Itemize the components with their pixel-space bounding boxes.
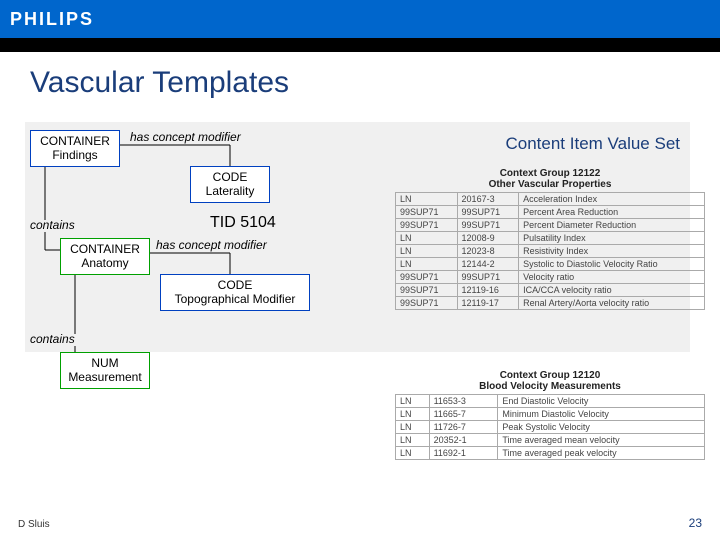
table-row: LN20167-3Acceleration Index (396, 193, 705, 206)
footer-page-number: 23 (689, 516, 702, 530)
table2: LN11653-3End Diastolic VelocityLN11665-7… (395, 394, 705, 460)
diagram-box-topo: CODETopographical Modifier (160, 274, 310, 311)
table-row: 99SUP7112119-17Renal Artery/Aorta veloci… (396, 297, 705, 310)
diagram-box-findings: CONTAINERFindings (30, 130, 120, 167)
table-row: 99SUP7199SUP71Percent Area Reduction (396, 206, 705, 219)
table2-title: Context Group 12120Blood Velocity Measur… (395, 370, 705, 392)
table-row: LN12008-9Pulsatility Index (396, 232, 705, 245)
table1: LN20167-3Acceleration Index99SUP7199SUP7… (395, 192, 705, 310)
table-row: LN11692-1Time averaged peak velocity (396, 447, 705, 460)
diagram-box-num: NUMMeasurement (60, 352, 150, 389)
diagram-label-hcm1: has concept modifier (130, 130, 241, 144)
diagram-box-anatomy: CONTAINERAnatomy (60, 238, 150, 275)
context-group-table-1: Context Group 12122Other Vascular Proper… (395, 168, 705, 310)
table-row: 99SUP7199SUP71Velocity ratio (396, 271, 705, 284)
table-row: LN11726-7Peak Systolic Velocity (396, 421, 705, 434)
diagram-label-contains1: contains (30, 218, 75, 232)
header-divider (0, 38, 720, 52)
diagram-area: CONTAINERFindings CODELaterality CONTAINER… (30, 120, 430, 460)
diagram-label-hcm2: has concept modifier (156, 238, 267, 252)
table1-title: Context Group 12122Other Vascular Proper… (395, 168, 705, 190)
page-title: Vascular Templates (0, 52, 720, 100)
header-bar: PHILIPS (0, 0, 720, 38)
footer-author: D Sluis (18, 519, 50, 530)
context-group-table-2: Context Group 12120Blood Velocity Measur… (395, 370, 705, 460)
table-row: LN11653-3End Diastolic Velocity (396, 395, 705, 408)
table-row: 99SUP7199SUP71Percent Diameter Reduction (396, 219, 705, 232)
diagram-label-tid: TID 5104 (210, 214, 276, 232)
diagram-label-contains2: contains (30, 332, 75, 346)
table-row: 99SUP7112119-16ICA/CCA velocity ratio (396, 284, 705, 297)
philips-logo: PHILIPS (10, 9, 94, 30)
table-row: LN12023-8Resistivity Index (396, 245, 705, 258)
table-row: LN11665-7Minimum Diastolic Velocity (396, 408, 705, 421)
table-row: LN20352-1Time averaged mean velocity (396, 434, 705, 447)
table-row: LN12144-2Systolic to Diastolic Velocity … (396, 258, 705, 271)
diagram-box-laterality: CODELaterality (190, 166, 270, 203)
content-item-heading: Content Item Value Set (505, 134, 680, 154)
